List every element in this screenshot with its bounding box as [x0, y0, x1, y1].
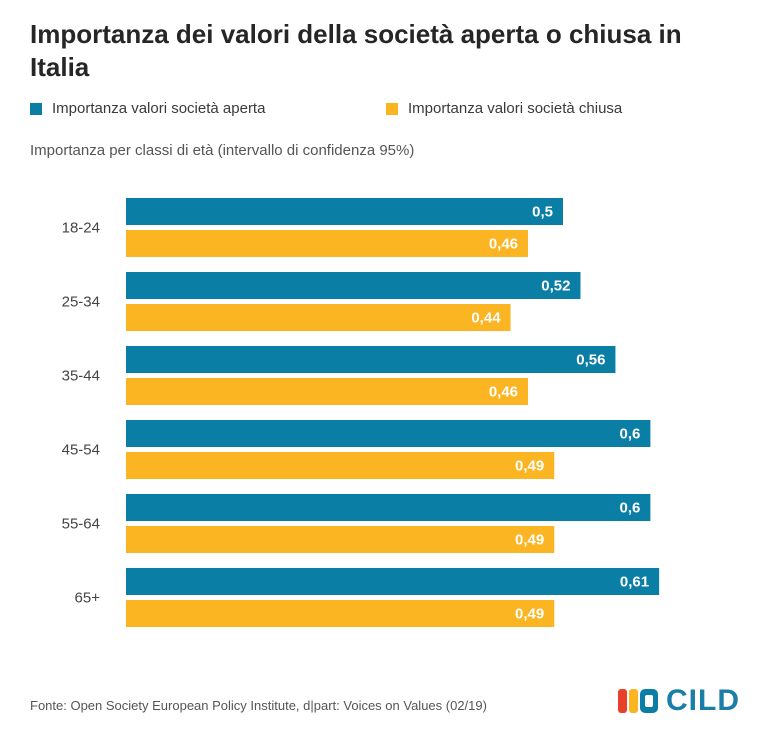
- data-label: 0,6: [620, 500, 641, 517]
- cild-logo: CILD: [618, 684, 748, 718]
- legend-label-closed: Importanza valori società chiusa: [408, 100, 623, 117]
- legend: Importanza valori società aperta Importa…: [30, 98, 750, 120]
- data-label: 0,56: [576, 352, 605, 369]
- category-label: 25-34: [62, 294, 100, 311]
- category-label: 18-24: [62, 220, 100, 237]
- bar-open: [126, 346, 616, 373]
- bar-open: [126, 568, 660, 595]
- legend-swatch-open: [30, 103, 42, 115]
- data-label: 0,46: [489, 384, 518, 401]
- bar-open: [126, 494, 651, 521]
- logo-text: CILD: [666, 684, 740, 717]
- data-label: 0,44: [471, 310, 501, 327]
- category-label: 55-64: [62, 516, 100, 533]
- data-label: 0,49: [515, 606, 544, 623]
- cild-logo-icon: [618, 689, 658, 713]
- bar-closed: [126, 526, 555, 553]
- data-label: 0,49: [515, 532, 544, 549]
- data-label: 0,52: [541, 278, 570, 295]
- data-label: 0,46: [489, 236, 518, 253]
- category-label: 45-54: [62, 442, 100, 459]
- legend-label-open: Importanza valori società aperta: [52, 100, 266, 117]
- bar-closed: [126, 600, 555, 627]
- category-label: 65+: [75, 590, 101, 607]
- bar-closed: [126, 304, 511, 331]
- chart-title: Importanza dei valori della società aper…: [30, 19, 682, 82]
- data-label: 0,6: [620, 426, 641, 443]
- source-note: Fonte: Open Society European Policy Inst…: [30, 698, 487, 713]
- bar-closed: [126, 452, 555, 479]
- category-label: 35-44: [62, 368, 100, 385]
- legend-swatch-closed: [386, 103, 398, 115]
- bar-closed: [126, 378, 529, 405]
- bar-open: [126, 420, 651, 447]
- data-label: 0,49: [515, 458, 544, 475]
- data-label: 0,61: [620, 574, 649, 591]
- bar-chart: 18-24 0,5 0,46 25-34 0,52 0,44 35-44 0,56 0,46 45…: [62, 198, 660, 627]
- bar-closed: [126, 230, 529, 257]
- bar-open: [126, 272, 581, 299]
- chart-subtitle: Importanza per classi di età (intervallo…: [30, 142, 415, 159]
- bar-open: [126, 198, 563, 225]
- data-label: 0,5: [532, 204, 553, 221]
